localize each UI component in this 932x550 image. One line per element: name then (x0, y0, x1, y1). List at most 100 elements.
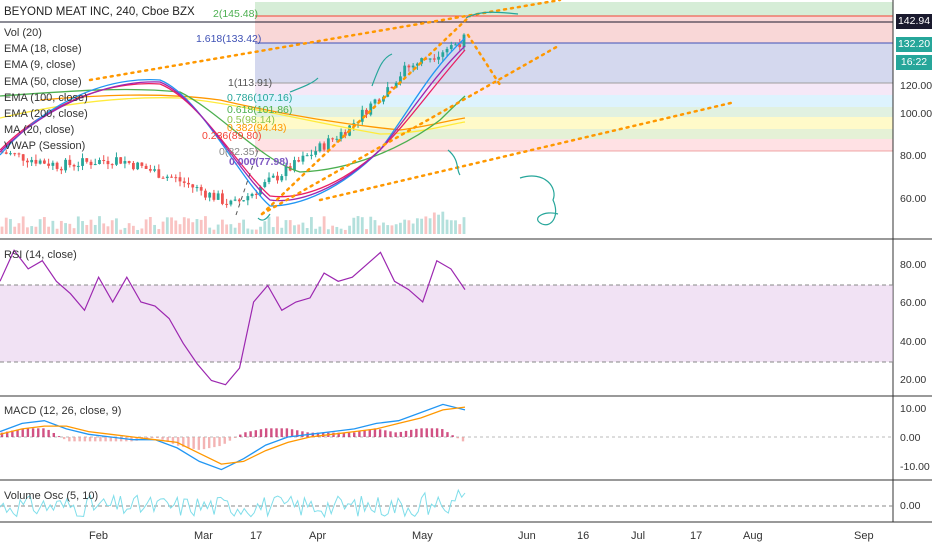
macd-hist-bar (213, 437, 216, 448)
fib-label: 0(82.35) (219, 146, 259, 158)
volume-bar (157, 229, 161, 234)
candle-body (411, 65, 415, 68)
candle-body (293, 160, 296, 171)
fib-label: 2(145.48) (213, 8, 258, 20)
volume-bar (225, 224, 229, 234)
candle-body (98, 159, 101, 165)
macd-hist-bar (119, 437, 123, 442)
fib-label: 1(113.91) (228, 77, 273, 89)
candle-body (276, 175, 279, 181)
candle-body (420, 58, 424, 64)
macd-pane (0, 403, 893, 471)
macd-label[interactable]: MACD (12, 26, close, 9) (4, 405, 122, 417)
volume-bar (326, 229, 330, 234)
time-tick: Jul (631, 530, 646, 542)
fib-label: 0.382(94.43) (227, 122, 287, 134)
rsi-label[interactable]: RSI (14, close) (4, 249, 77, 261)
candle-body (148, 168, 152, 171)
candle-body (263, 182, 267, 187)
candle-body (331, 138, 335, 140)
candle-body (21, 154, 25, 161)
volume-bar (246, 228, 250, 234)
macd-hist-bar (337, 432, 340, 437)
volume-bar (174, 220, 178, 234)
trend-lines (88, 0, 737, 216)
candle-body (34, 159, 38, 164)
volume-bar (229, 224, 233, 234)
legend-item[interactable]: EMA (50, close) (4, 75, 82, 88)
volume-bar (93, 224, 97, 234)
volume-bar (9, 219, 12, 234)
price-tick: 80.00 (900, 150, 927, 162)
fib-label: 0.786(107.16) (227, 92, 293, 104)
candle-body (403, 65, 407, 77)
candle-body (254, 193, 258, 195)
legend-item[interactable]: EMA (200, close) (4, 107, 88, 120)
volume-bar (271, 227, 275, 234)
volume-bar (276, 216, 279, 234)
chart-title: BEYOND MEAT INC, 240, Cboe BZX (4, 6, 195, 18)
price-tag: 132.20 (896, 37, 932, 52)
candle-body (127, 161, 131, 163)
macd-hist-bar (456, 437, 460, 439)
macd-hist-bar (176, 437, 180, 446)
time-tick: 17 (250, 530, 263, 542)
volume-bar (30, 226, 34, 234)
macd-hist-bar (410, 429, 413, 437)
legend-item[interactable]: EMA (18, close) (4, 43, 82, 56)
candle-body (449, 45, 453, 49)
candle-body (153, 169, 156, 171)
volume-osc-label[interactable]: Volume Osc (5, 10) (4, 490, 99, 502)
time-tick: Aug (743, 530, 763, 542)
volume-bar (47, 226, 51, 234)
macd-hist-bar (239, 434, 242, 437)
volume-bar (462, 217, 466, 234)
candle-body (191, 184, 195, 188)
candle-body (170, 176, 173, 178)
volume-bar (377, 225, 381, 234)
macd-hist-bar (368, 429, 371, 437)
macd-hist-bar (68, 437, 71, 442)
candle-body (221, 193, 224, 204)
candle-body (339, 132, 343, 139)
volume-bar (38, 219, 42, 234)
volume-bar (432, 212, 436, 234)
legend-item[interactable]: EMA (100, close) (4, 91, 88, 104)
macd-histogram (0, 428, 465, 450)
macd-hist-bar (197, 437, 201, 450)
legend-item[interactable]: MA (20, close) (4, 124, 75, 137)
candle-body (407, 65, 411, 68)
volume-bar (51, 220, 55, 234)
macd-hist-bar (441, 429, 444, 437)
volume-bar (335, 226, 339, 234)
macd-hist-bar (161, 437, 164, 440)
candle-body (326, 138, 330, 150)
candle-body (59, 168, 63, 171)
candle-body (212, 192, 216, 200)
volume-bar (106, 226, 110, 234)
macd-hist-bar (192, 437, 195, 449)
volume-bar (242, 219, 245, 234)
macd-hist-bar (311, 432, 314, 437)
volume-bar (390, 225, 394, 234)
candle-body (360, 109, 364, 122)
price-tick: 100.00 (900, 108, 932, 120)
macd-hist-bar (280, 428, 283, 437)
macd-hist-bar (259, 429, 263, 437)
volume-bar (64, 223, 67, 234)
macd-hist-bar (114, 437, 118, 442)
legend-item[interactable]: EMA (9, close) (4, 59, 76, 72)
macd-hist-bar (99, 437, 102, 442)
fib-label: 0.618(101.86) (227, 104, 293, 116)
volume-bar (199, 219, 203, 234)
candle-body (89, 161, 93, 166)
candle-body (246, 196, 250, 201)
volume-bar (216, 224, 220, 234)
macd-hist-bar (11, 430, 14, 437)
volume-bar (428, 218, 432, 234)
legend-item[interactable]: VWAP (Session) (4, 140, 86, 153)
volume-bar (407, 220, 411, 234)
macd-hist-bar (88, 437, 92, 442)
legend-item[interactable]: Vol (20) (4, 27, 42, 39)
